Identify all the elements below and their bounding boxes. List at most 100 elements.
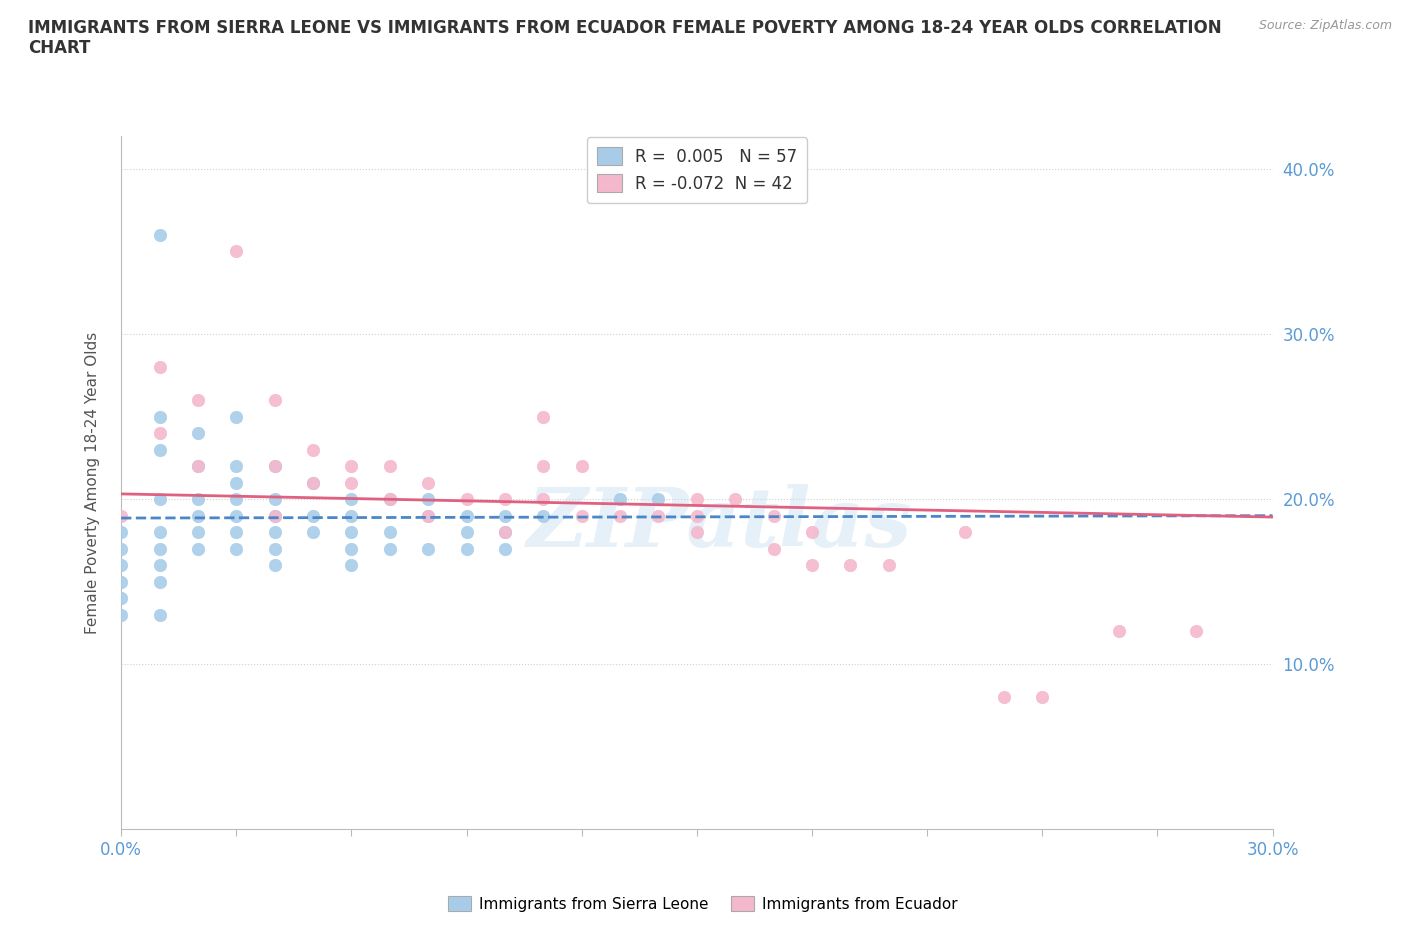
Point [955, 525, 977, 539]
Point [418, 475, 440, 490]
Point [686, 525, 709, 539]
Point [187, 541, 209, 556]
Point [148, 558, 170, 573]
Point [302, 508, 325, 523]
Point [378, 492, 401, 507]
Point [302, 525, 325, 539]
Point [340, 541, 363, 556]
Point [494, 508, 516, 523]
Point [263, 458, 285, 473]
Point [187, 426, 209, 441]
Point [148, 575, 170, 590]
Point [187, 492, 209, 507]
Point [494, 541, 516, 556]
Point [187, 508, 209, 523]
Point [148, 541, 170, 556]
Point [340, 458, 363, 473]
Point [263, 525, 285, 539]
Point [187, 525, 209, 539]
Point [148, 360, 170, 375]
Point [531, 508, 554, 523]
Point [456, 492, 478, 507]
Y-axis label: Female Poverty Among 18-24 Year Olds: Female Poverty Among 18-24 Year Olds [86, 331, 100, 633]
Point [187, 458, 209, 473]
Point [418, 492, 440, 507]
Point [225, 458, 247, 473]
Point [263, 558, 285, 573]
Point [531, 458, 554, 473]
Point [609, 492, 631, 507]
Point [340, 492, 363, 507]
Point [839, 558, 862, 573]
Point [340, 525, 363, 539]
Point [225, 475, 247, 490]
Point [456, 525, 478, 539]
Point [263, 492, 285, 507]
Point [187, 392, 209, 407]
Point [494, 525, 516, 539]
Point [225, 541, 247, 556]
Point [418, 541, 440, 556]
Point [1108, 624, 1130, 639]
Text: ZIPatlas: ZIPatlas [527, 485, 912, 565]
Point [225, 492, 247, 507]
Point [110, 541, 132, 556]
Point [762, 508, 785, 523]
Point [302, 475, 325, 490]
Point [225, 409, 247, 424]
Point [340, 508, 363, 523]
Point [110, 607, 132, 622]
Point [531, 492, 554, 507]
Text: IMMIGRANTS FROM SIERRA LEONE VS IMMIGRANTS FROM ECUADOR FEMALE POVERTY AMONG 18-: IMMIGRANTS FROM SIERRA LEONE VS IMMIGRAN… [28, 19, 1222, 58]
Point [148, 228, 170, 243]
Point [148, 525, 170, 539]
Point [609, 508, 631, 523]
Point [225, 508, 247, 523]
Point [110, 525, 132, 539]
Point [148, 607, 170, 622]
Point [378, 525, 401, 539]
Point [571, 458, 593, 473]
Point [418, 508, 440, 523]
Point [456, 541, 478, 556]
Point [110, 558, 132, 573]
Point [762, 541, 785, 556]
Point [378, 458, 401, 473]
Point [302, 442, 325, 457]
Point [148, 492, 170, 507]
Point [225, 244, 247, 259]
Point [263, 508, 285, 523]
Point [340, 558, 363, 573]
Point [302, 475, 325, 490]
Point [647, 508, 669, 523]
Legend: Immigrants from Sierra Leone, Immigrants from Ecuador: Immigrants from Sierra Leone, Immigrants… [443, 889, 963, 918]
Point [148, 426, 170, 441]
Point [378, 541, 401, 556]
Point [993, 690, 1015, 705]
Point [110, 591, 132, 605]
Point [263, 541, 285, 556]
Point [263, 458, 285, 473]
Point [187, 458, 209, 473]
Point [110, 508, 132, 523]
Point [148, 409, 170, 424]
Point [263, 392, 285, 407]
Point [225, 525, 247, 539]
Point [263, 508, 285, 523]
Point [494, 525, 516, 539]
Point [686, 492, 709, 507]
Point [724, 492, 747, 507]
Point [110, 575, 132, 590]
Point [340, 475, 363, 490]
Point [647, 492, 669, 507]
Point [148, 442, 170, 457]
Text: Source: ZipAtlas.com: Source: ZipAtlas.com [1258, 19, 1392, 32]
Point [877, 558, 900, 573]
Point [531, 409, 554, 424]
Point [686, 508, 709, 523]
Point [456, 508, 478, 523]
Point [418, 508, 440, 523]
Legend: R =  0.005   N = 57, R = -0.072  N = 42: R = 0.005 N = 57, R = -0.072 N = 42 [586, 138, 807, 203]
Point [1031, 690, 1053, 705]
Point [1184, 624, 1206, 639]
